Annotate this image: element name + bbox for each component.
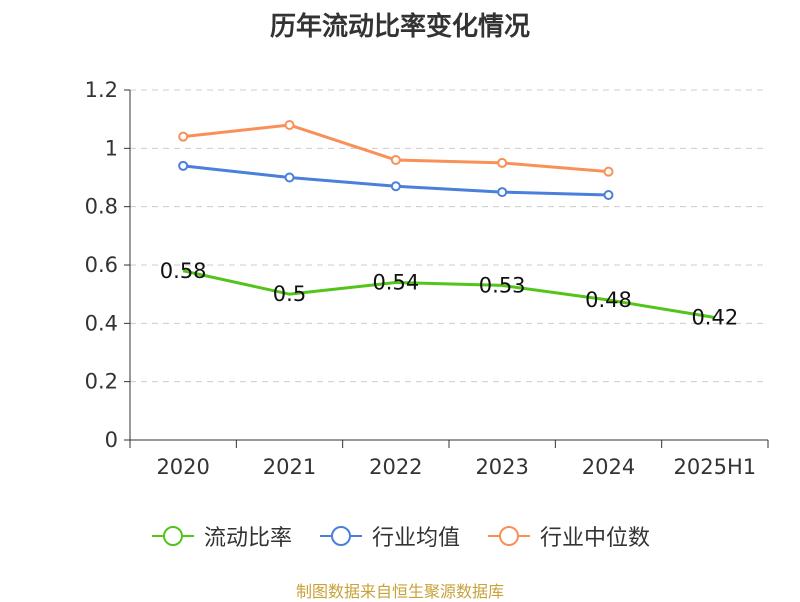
y-tick-label: 0	[105, 428, 118, 452]
y-tick-label: 1.2	[85, 78, 118, 102]
legend-swatch	[151, 526, 194, 546]
x-tick-label: 2024	[582, 455, 635, 479]
legend-label: 行业均值	[371, 526, 460, 551]
x-tick-label: 2023	[475, 455, 528, 479]
legend-item[interactable]: 流动比率	[150, 520, 292, 552]
data-point	[284, 172, 295, 183]
data-label: 0.54	[372, 271, 419, 295]
data-point	[603, 190, 614, 200]
legend-swatch	[319, 526, 362, 546]
data-point	[603, 166, 614, 177]
data-point	[178, 160, 189, 171]
legend-label: 流动比率	[203, 526, 292, 551]
legend: 流动比率 行业均值 行业中位数	[0, 520, 800, 552]
x-tick-label: 2022	[369, 455, 422, 479]
data-point	[178, 131, 189, 142]
data-label: 0.58	[160, 259, 207, 283]
x-axis-ticks: 2020 2021 2022 2023 2024 2025H1	[129, 440, 769, 479]
chart-title: 历年流动比率变化情况	[269, 12, 530, 42]
data-labels: 0.58 0.5 0.54 0.53 0.48 0.42	[160, 259, 738, 330]
data-label: 0.48	[585, 288, 632, 312]
data-point	[497, 157, 508, 168]
series-lines	[178, 120, 716, 319]
source-note: 制图数据来自恒生聚源数据库	[295, 582, 504, 601]
series-line	[182, 269, 716, 319]
legend-swatch	[488, 526, 530, 546]
legend-item[interactable]: 行业均值	[318, 520, 460, 552]
gridlines	[130, 89, 768, 383]
data-point	[497, 187, 508, 198]
data-point	[390, 155, 401, 165]
legend-item[interactable]: 行业中位数	[486, 520, 650, 552]
y-tick-label: 1	[105, 136, 118, 160]
data-label: 0.53	[479, 273, 526, 297]
x-tick-label: 2020	[156, 455, 209, 479]
y-axis-ticks: 0 0.2 0.4 0.6 0.8 1 1.2	[85, 78, 130, 452]
data-point	[390, 181, 401, 192]
y-tick-label: 0.2	[85, 370, 118, 394]
data-label: 0.42	[691, 306, 738, 330]
y-tick-label: 0.6	[85, 253, 118, 277]
x-tick-label: 2021	[263, 455, 316, 479]
y-tick-label: 0.4	[85, 311, 118, 335]
data-point	[284, 120, 295, 130]
y-tick-label: 0.8	[85, 195, 118, 219]
legend-label: 行业中位数	[540, 526, 651, 551]
data-label: 0.5	[273, 282, 306, 306]
x-tick-label: 2025H1	[674, 455, 757, 479]
